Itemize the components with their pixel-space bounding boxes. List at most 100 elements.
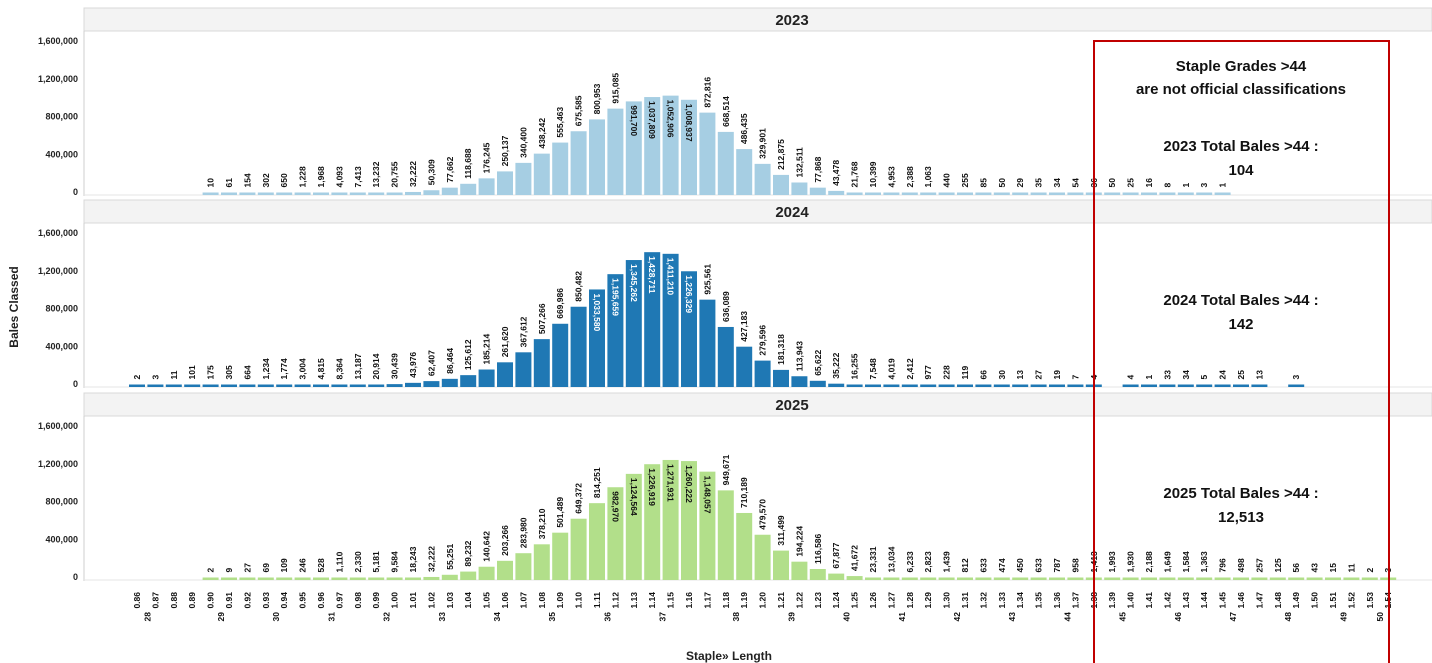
staple-grade-label: 32 (382, 612, 392, 622)
bar (975, 192, 992, 195)
bar (865, 192, 881, 195)
bar-label: 812 (960, 558, 970, 572)
bar (386, 192, 403, 195)
bar-label: 27 (242, 563, 252, 573)
bar-label: 507,266 (537, 303, 547, 334)
x-axis: 0.86 0.87 0.88 0.89 0.90 0.91 0.92 0.93 0.94 0.95… (132, 592, 1393, 622)
bar-label: 2,823 (923, 551, 933, 573)
x-tick-label: 1.19 (739, 592, 749, 609)
bar-label: 29 (1015, 178, 1025, 188)
bar-label: 329,901 (758, 128, 768, 159)
bar-label: 18,243 (408, 546, 418, 572)
bar-label: 2 (1365, 568, 1375, 573)
bar (386, 577, 403, 580)
bar (313, 577, 329, 580)
bar-label: 3 (150, 375, 160, 380)
bar (773, 174, 789, 195)
bar-label: 32,222 (408, 161, 418, 187)
bar-label: 255 (960, 173, 970, 187)
bar-label: 181,318 (776, 334, 786, 365)
bar-label: 479,570 (758, 499, 768, 530)
bar (331, 384, 348, 387)
bar-label: 56 (1291, 563, 1301, 573)
x-tick-label: 0.87 (150, 592, 160, 609)
x-tick-label: 1.40 (1126, 592, 1136, 609)
bar (957, 384, 973, 387)
bar (681, 271, 697, 387)
bar (662, 459, 679, 580)
bar (441, 574, 458, 580)
bar-label: 814,251 (592, 467, 602, 498)
bar-label: 977 (923, 365, 933, 379)
x-tick-label: 1.53 (1365, 592, 1375, 609)
bar (1141, 384, 1157, 387)
bar (1012, 577, 1029, 580)
bar (1104, 577, 1121, 580)
bar-label: 113,943 (794, 341, 804, 372)
bar (441, 378, 458, 387)
bar (276, 384, 293, 387)
bar-label: 438,242 (537, 118, 547, 149)
bar-label: 20,914 (371, 353, 381, 379)
bar-label: 649,372 (574, 483, 584, 514)
staple-grade-label: 40 (842, 612, 852, 622)
bar-label: 41,672 (850, 545, 860, 571)
bar (423, 190, 440, 195)
bar (865, 384, 881, 387)
bar (1049, 192, 1065, 195)
x-tick-label: 1.10 (574, 592, 584, 609)
bar (717, 131, 734, 195)
bar (846, 384, 863, 387)
bar (957, 577, 973, 580)
bar (1104, 192, 1121, 195)
bar (699, 299, 716, 387)
bar (147, 384, 164, 387)
bar-label: 367,612 (518, 316, 528, 347)
bar (883, 384, 900, 387)
panel-header (83, 392, 1432, 417)
bar-label: 6,233 (905, 551, 915, 573)
x-tick-label: 1.30 (942, 592, 952, 609)
bar-label: 1,037,809 (647, 101, 657, 139)
bar (552, 323, 569, 387)
bar-label: 1,411,210 (666, 258, 676, 296)
bar (478, 178, 495, 195)
bar (809, 187, 826, 195)
bar-label: 4 (1126, 375, 1136, 380)
x-tick-label: 0.89 (187, 592, 197, 609)
x-tick-label: 1.39 (1107, 592, 1117, 609)
bar-label: 4,815 (316, 358, 326, 380)
bar-label: 35,222 (831, 352, 841, 378)
bar-label: 7 (1070, 375, 1080, 380)
bar (515, 553, 532, 580)
bar (938, 577, 955, 580)
x-tick-label: 1.27 (886, 592, 896, 609)
bar-label: 305 (224, 365, 234, 379)
bar-label: 35 (1034, 178, 1044, 188)
x-tick-label: 1.25 (850, 592, 860, 609)
bar (1177, 192, 1194, 195)
x-tick-label: 1.34 (1015, 592, 1025, 609)
staple-grade-label: 37 (658, 612, 668, 622)
bar (129, 384, 145, 387)
bar (405, 382, 421, 387)
bar (809, 568, 826, 580)
staple-grade-label: 44 (1062, 612, 1072, 622)
bar-label: 2,188 (1144, 551, 1154, 573)
bar (681, 461, 697, 580)
bar-label: 175 (206, 365, 216, 379)
bar-label: 185,214 (482, 334, 492, 365)
bar (257, 384, 274, 387)
bar (1067, 577, 1084, 580)
bar-label: 212,875 (776, 139, 786, 170)
staple-grade-label: 50 (1375, 612, 1385, 622)
bar-label: 43,478 (831, 160, 841, 186)
x-tick-label: 1.51 (1328, 592, 1338, 609)
staple-grade-label: 41 (897, 612, 907, 622)
bar-label: 3,004 (298, 358, 308, 380)
bar-label: 261,620 (500, 326, 510, 357)
staple-grade-label: 31 (326, 612, 336, 622)
bar (349, 384, 366, 387)
bar (165, 384, 182, 387)
x-tick-label: 0.86 (132, 592, 142, 609)
